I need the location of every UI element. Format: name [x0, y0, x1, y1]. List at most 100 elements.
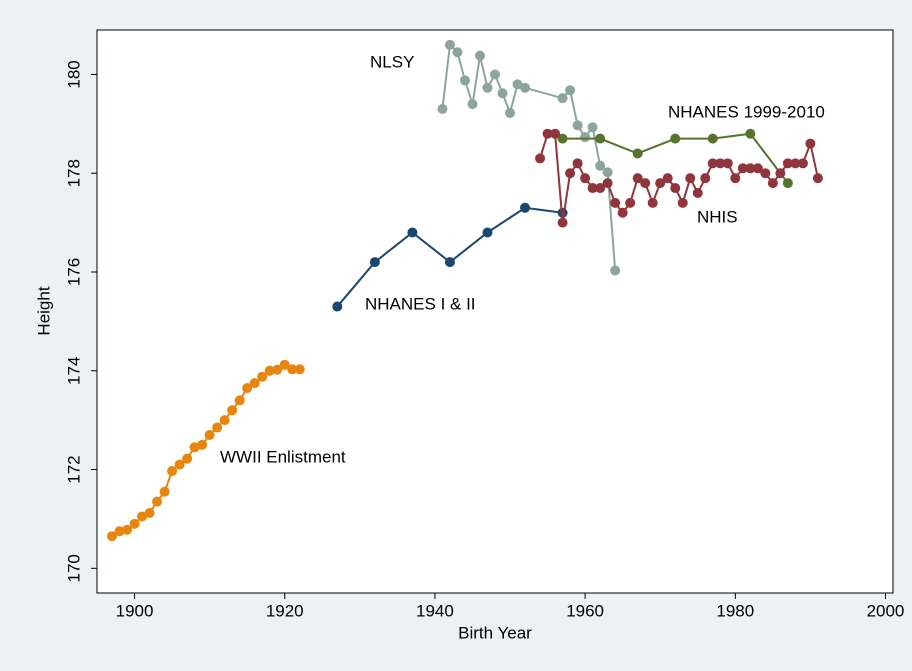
- point: [505, 107, 516, 118]
- point: [332, 301, 343, 312]
- series-label: NHIS: [697, 207, 738, 226]
- point: [482, 227, 493, 238]
- point: [490, 69, 500, 80]
- y-tick-label: 170: [64, 554, 83, 582]
- x-tick-label: 1960: [566, 601, 604, 620]
- point: [174, 459, 185, 470]
- point: [144, 507, 155, 518]
- point: [595, 160, 606, 171]
- point: [602, 178, 613, 189]
- point: [677, 197, 688, 208]
- point: [670, 183, 681, 194]
- point: [437, 104, 448, 115]
- point: [790, 158, 801, 169]
- point: [572, 158, 583, 169]
- point: [122, 524, 133, 535]
- point: [602, 167, 613, 178]
- point: [587, 122, 598, 133]
- series-label: NHANES 1999-2010: [668, 102, 825, 121]
- series-label: WWII Enlistment: [220, 447, 346, 466]
- point: [444, 257, 455, 268]
- point: [610, 197, 621, 208]
- series-label: NHANES I & II: [365, 294, 476, 313]
- point: [782, 158, 793, 169]
- point: [805, 138, 816, 149]
- point: [167, 466, 178, 477]
- point: [152, 496, 163, 507]
- point: [707, 133, 718, 144]
- point: [234, 395, 245, 406]
- point: [520, 202, 531, 213]
- point: [722, 158, 733, 169]
- point: [730, 173, 741, 184]
- point: [407, 227, 418, 238]
- point: [557, 217, 568, 228]
- point: [580, 173, 591, 184]
- y-tick-label: 174: [64, 357, 83, 385]
- point: [294, 364, 305, 375]
- point: [752, 163, 763, 174]
- point: [737, 163, 748, 174]
- point: [204, 429, 215, 440]
- point: [444, 39, 455, 50]
- point: [595, 183, 606, 194]
- point: [512, 79, 523, 90]
- point: [655, 178, 666, 189]
- point: [685, 173, 696, 184]
- point: [497, 88, 508, 99]
- point: [264, 365, 275, 376]
- point: [812, 173, 823, 184]
- point: [182, 453, 193, 464]
- point: [760, 168, 771, 179]
- point: [137, 511, 148, 522]
- x-tick-label: 1940: [416, 601, 454, 620]
- point: [129, 518, 140, 529]
- point: [572, 120, 583, 131]
- point: [287, 364, 298, 375]
- point: [595, 133, 606, 144]
- point: [707, 158, 718, 169]
- y-tick-label: 178: [64, 159, 83, 187]
- point: [617, 207, 628, 218]
- point: [257, 371, 268, 382]
- point: [745, 163, 756, 174]
- series-label: NLSY: [370, 52, 414, 71]
- point: [700, 173, 711, 184]
- point: [745, 128, 756, 139]
- point: [114, 526, 125, 537]
- point: [692, 187, 703, 198]
- point: [279, 359, 290, 370]
- point: [189, 442, 200, 453]
- point: [632, 148, 643, 159]
- point: [212, 422, 223, 433]
- point: [550, 128, 561, 139]
- y-axis-title: Height: [34, 286, 53, 335]
- point: [159, 486, 170, 497]
- x-tick-label: 1920: [266, 601, 304, 620]
- point: [227, 405, 238, 416]
- point: [580, 132, 591, 143]
- y-tick-label: 176: [64, 258, 83, 286]
- x-axis-title: Birth Year: [458, 623, 532, 642]
- point: [587, 183, 598, 194]
- point: [520, 82, 531, 93]
- point: [715, 158, 726, 169]
- point: [197, 439, 208, 450]
- point: [542, 128, 553, 139]
- x-tick-label: 2000: [867, 601, 905, 620]
- point: [219, 415, 230, 426]
- point: [474, 50, 485, 61]
- plot-area: [96, 29, 894, 594]
- point: [272, 364, 283, 375]
- point: [467, 99, 478, 110]
- point: [249, 378, 260, 389]
- point: [797, 158, 808, 169]
- y-tick-label: 172: [64, 455, 83, 483]
- point: [632, 173, 643, 184]
- point: [640, 178, 651, 189]
- point: [565, 85, 576, 96]
- point: [662, 173, 673, 184]
- y-tick-label: 180: [64, 60, 83, 88]
